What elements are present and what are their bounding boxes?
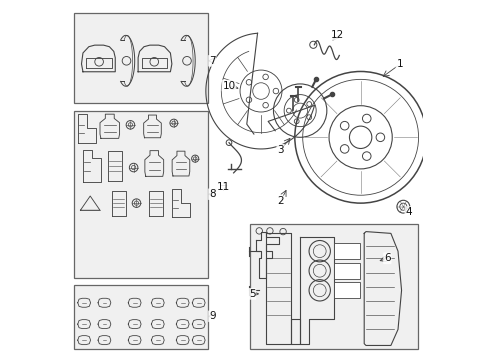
Text: 1: 1 <box>396 59 403 69</box>
Text: 7: 7 <box>209 56 216 66</box>
Text: 11: 11 <box>217 182 230 192</box>
Bar <box>74 285 208 349</box>
Text: 6: 6 <box>384 253 391 263</box>
Text: 9: 9 <box>209 311 216 321</box>
Bar <box>334 263 360 279</box>
Text: 12: 12 <box>331 30 344 40</box>
Text: 8: 8 <box>209 189 216 199</box>
Bar <box>74 13 208 103</box>
Text: 2: 2 <box>277 196 284 206</box>
Text: 3: 3 <box>277 145 284 155</box>
Bar <box>250 225 417 349</box>
Text: 5: 5 <box>249 289 255 299</box>
Bar <box>74 111 208 278</box>
Text: 4: 4 <box>405 207 412 217</box>
Bar <box>334 243 360 259</box>
Bar <box>334 283 360 298</box>
Text: 10: 10 <box>222 81 236 91</box>
